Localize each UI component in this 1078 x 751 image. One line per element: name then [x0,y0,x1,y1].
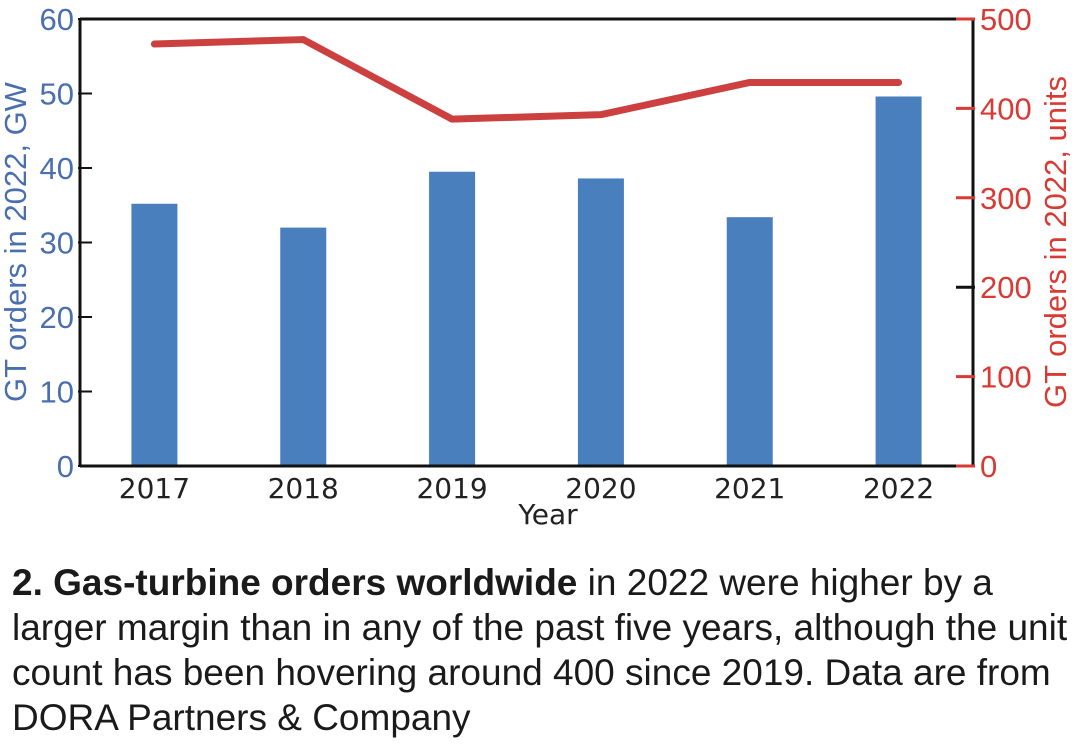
x-tick-label-2018: 2018 [268,472,339,505]
left-tick-label-20: 20 [40,300,74,335]
x-axis-ticks: 2017 2018 2019 2020 2021 2022 [119,472,934,505]
left-tick-label-0: 0 [57,449,74,484]
left-axis-title: GT orders in 2022, GW [0,81,33,402]
bar-2019 [429,171,476,466]
left-tick-label-10: 10 [40,375,74,410]
x-tick-label-2019: 2019 [416,472,487,505]
x-tick-label-2022: 2022 [863,472,934,505]
x-axis-title: Year [517,498,578,531]
line-series-units [150,36,903,123]
figure-caption: 2. Gas-turbine orders worldwide in 2022 … [12,560,1072,740]
bar-2021 [726,217,773,466]
left-tick-label-60: 60 [40,2,74,37]
x-tick-label-2021: 2021 [714,472,785,505]
right-axis-title: GT orders in 2022, units [1038,76,1073,408]
left-tick-label-50: 50 [40,77,74,112]
right-tick-label-300: 300 [980,181,1032,216]
bar-2022 [875,96,922,466]
x-tick-label-2017: 2017 [119,472,190,505]
right-tick-label-100: 100 [980,360,1032,395]
caption-text: in 2022 were higher by a larger margin t… [12,562,1068,738]
left-tick-label-30: 30 [40,226,74,261]
right-tick-label-200: 200 [980,270,1032,305]
bar-series-gw [131,96,922,466]
right-tick-label-0: 0 [980,449,997,484]
x-tick-label-2020: 2020 [565,472,636,505]
right-axis-ticks: 0 100 200 300 400 500 [956,2,1032,484]
bar-2018 [280,227,327,466]
bar-2020 [577,178,624,466]
left-axis-ticks: 0 10 20 30 40 50 60 [40,2,92,484]
right-tick-label-400: 400 [980,91,1032,126]
right-tick-label-500: 500 [980,2,1032,37]
caption-bold: 2. Gas-turbine orders worldwide [12,562,578,603]
left-tick-label-40: 40 [40,151,74,186]
bar-2017 [131,203,178,466]
